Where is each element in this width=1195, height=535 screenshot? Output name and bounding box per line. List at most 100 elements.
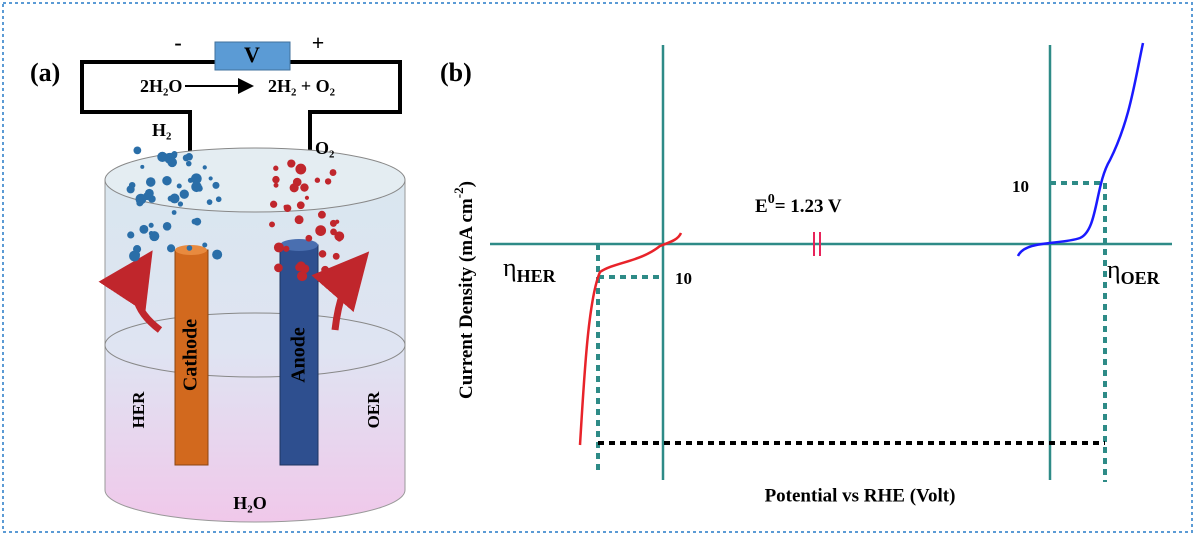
bubble: [157, 152, 167, 162]
bubble: [202, 242, 207, 247]
panel-label: (a): [30, 58, 60, 87]
bubble: [295, 215, 304, 224]
cell: [105, 180, 405, 522]
bubble: [329, 270, 336, 277]
bubble: [269, 221, 275, 227]
bubble: [325, 178, 331, 184]
electrolyte-label: H₂O: [233, 493, 266, 513]
bubble: [167, 158, 177, 168]
e0-sup: 0: [768, 192, 775, 207]
oer-current: 10: [1012, 177, 1029, 196]
bubble: [139, 225, 148, 234]
bubble: [321, 266, 329, 274]
bubble: [274, 183, 279, 188]
oer-label: OER: [364, 391, 383, 429]
e0-label: E0= 1.23 V: [755, 192, 842, 217]
bubble: [146, 177, 156, 187]
y-axis-label: Current Density (mA cm-2): [451, 181, 477, 399]
plus: +: [312, 30, 325, 55]
eta-her: ηHER: [503, 253, 557, 286]
bubble: [330, 169, 337, 176]
bubble: [297, 201, 305, 209]
figure: (a) V - + 2H₂O 2H₂ + O₂ Cathode Anode HE…: [0, 0, 1195, 535]
y-axis-close: ): [456, 181, 477, 187]
bubble: [183, 155, 190, 162]
bubble: [162, 176, 171, 185]
bubble: [203, 165, 207, 169]
bubble: [273, 166, 278, 171]
bubble: [272, 176, 279, 183]
bubble: [180, 190, 189, 199]
her-guide: [598, 244, 663, 472]
bubble: [136, 200, 143, 207]
bubble: [305, 235, 312, 242]
eta-sub: OER: [1121, 268, 1161, 288]
bubble: [207, 199, 213, 205]
bubble: [212, 250, 222, 260]
panel-label: (b): [440, 58, 472, 87]
bubble: [333, 253, 340, 260]
bubble: [305, 196, 309, 200]
her-label: HER: [129, 391, 148, 429]
bubble: [274, 242, 284, 252]
bubble: [290, 183, 299, 192]
bubble: [186, 161, 192, 167]
bubble: [318, 211, 326, 219]
bubble: [209, 176, 213, 180]
bubble: [167, 244, 175, 252]
bubble: [127, 231, 134, 238]
her-current: 10: [675, 269, 692, 288]
bubble: [145, 189, 154, 198]
y-axis-sup: -2: [451, 187, 466, 198]
bubble: [187, 245, 193, 251]
bubble: [295, 164, 306, 175]
bubble: [212, 182, 219, 189]
cathode-label: Cathode: [180, 319, 202, 391]
bubble: [291, 161, 295, 165]
bubble: [337, 237, 342, 242]
e0-symbol: E: [755, 196, 768, 217]
reaction-left: 2H₂O: [140, 76, 182, 96]
bubble: [149, 223, 154, 228]
bubble: [274, 264, 283, 273]
e0-text: = 1.23 V: [775, 196, 842, 217]
reaction-right: 2H₂ + O₂: [268, 76, 335, 96]
bubble: [270, 201, 277, 208]
bubble: [133, 147, 141, 155]
eta-symbol: η: [1107, 255, 1121, 284]
bubble: [163, 222, 172, 231]
bubble: [284, 205, 288, 209]
bubble: [283, 246, 289, 252]
bubble: [216, 196, 222, 202]
x-axis-label: Potential vs RHE (Volt): [765, 485, 956, 506]
bubble: [315, 225, 326, 236]
bubble: [168, 196, 174, 202]
gas-left: H₂: [152, 120, 171, 140]
bubble: [315, 178, 320, 183]
gas-right: O₂: [315, 138, 334, 158]
eta-symbol: η: [503, 253, 517, 282]
bubble: [178, 201, 183, 206]
bubble: [172, 210, 177, 215]
y-axis-text: Current Density (mA cm: [456, 198, 477, 399]
bubble: [192, 219, 198, 225]
bubble: [319, 250, 327, 258]
eta-oer: ηOER: [1107, 255, 1161, 288]
bubble: [171, 152, 177, 158]
voltmeter-label: V: [244, 42, 260, 67]
bubble: [140, 165, 144, 169]
bubble: [330, 229, 337, 236]
bubble: [127, 185, 135, 193]
her-curve: [580, 233, 681, 445]
oer-curve: [1018, 43, 1143, 256]
bubble: [177, 183, 182, 188]
oer-guide: [1050, 183, 1105, 482]
bubble: [335, 220, 339, 224]
bubble: [295, 263, 303, 271]
bubble: [191, 182, 202, 193]
bubble: [300, 183, 308, 191]
bubble: [297, 271, 307, 281]
bubble: [149, 231, 159, 241]
eta-sub: HER: [517, 266, 557, 286]
minus: -: [174, 30, 181, 55]
